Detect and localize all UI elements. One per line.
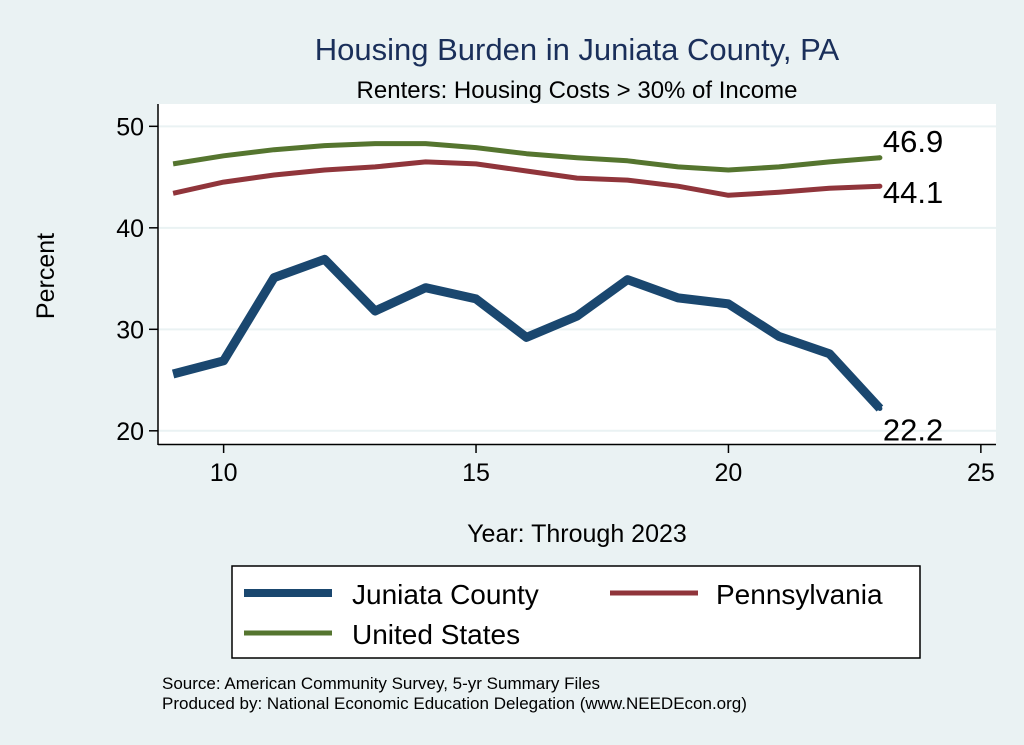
x-tick-label-15: 15	[462, 459, 490, 487]
y-tick-label-40: 40	[116, 215, 144, 243]
series-line-juniata-county	[171, 254, 884, 412]
end-label-juniata-county: 22.2	[883, 412, 943, 447]
gridlines	[158, 125, 996, 432]
series-line-pennsylvania	[172, 159, 880, 198]
legend: Juniata County Pennsylvania United State…	[231, 565, 921, 659]
legend-box	[231, 565, 921, 659]
chart-title: Housing Burden in Juniata County, PA	[315, 32, 840, 67]
y-tick-label-20: 20	[116, 418, 144, 446]
x-tick-label-10: 10	[210, 459, 238, 487]
x-tick-label-20: 20	[715, 459, 743, 487]
y-axis-ticks: 20 30 40 50	[116, 113, 158, 446]
producer-note: Produced by: National Economic Education…	[162, 694, 747, 713]
y-axis-title: Percent	[32, 233, 60, 319]
x-axis-title: Year: Through 2023	[467, 520, 687, 548]
x-axis-ticks: 10 15 20 25	[210, 444, 995, 487]
y-tick-label-50: 50	[116, 113, 144, 141]
x-tick-label-25: 25	[967, 459, 995, 487]
legend-label-juniata: Juniata County	[352, 579, 539, 610]
source-note: Source: American Community Survey, 5-yr …	[162, 674, 600, 693]
chart-subtitle: Renters: Housing Costs > 30% of Income	[357, 77, 798, 104]
series-layer	[171, 141, 884, 412]
legend-label-pennsylvania: Pennsylvania	[716, 579, 883, 610]
series-end-point-pennsylvania	[877, 183, 883, 189]
y-tick-label-30: 30	[116, 316, 144, 344]
end-label-united-states: 46.9	[883, 124, 943, 159]
end-label-pennsylvania: 44.1	[883, 175, 943, 210]
end-labels: 22.2 44.1 46.9	[883, 124, 943, 448]
series-end-point-juniata-county	[877, 405, 883, 411]
series-line-united-states	[172, 141, 881, 173]
legend-label-united-states: United States	[352, 619, 520, 650]
series-end-point-united-states	[877, 155, 883, 161]
